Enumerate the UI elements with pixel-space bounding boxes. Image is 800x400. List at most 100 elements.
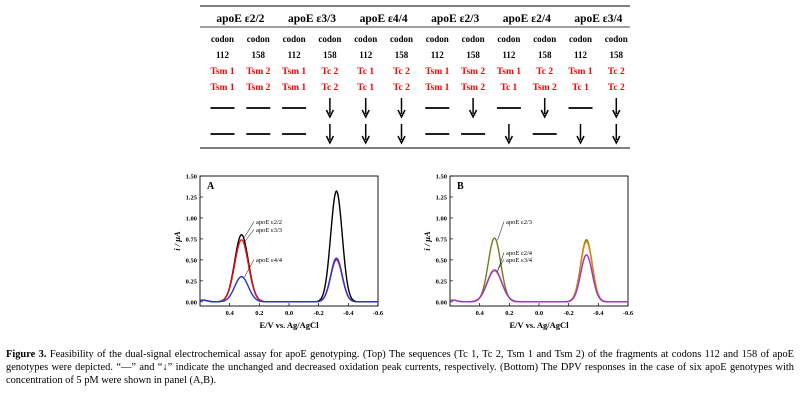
y-tick-label: 1.00	[186, 215, 197, 222]
decrease-arrow-icon	[576, 124, 585, 145]
sequence-cell: Tsm 1	[210, 67, 234, 77]
genotype-header: apoE ε3/3	[288, 13, 336, 25]
figure-caption: Figure 3. Feasibility of the dual-signal…	[6, 348, 794, 387]
legend-leader	[244, 259, 255, 278]
sequence-cell: Tsm 1	[425, 67, 449, 77]
y-tick-label: 0.50	[436, 257, 447, 264]
y-tick-label: 0.00	[436, 299, 447, 306]
decrease-arrow-icon	[361, 124, 370, 145]
x-tick-label: -0.4	[343, 310, 354, 317]
series-line	[450, 240, 628, 303]
sequence-cell: Tc 1	[500, 83, 517, 93]
sequence-cell: Tc 2	[536, 67, 553, 77]
genotype-table: apoE ε2/2 apoE ε3/3 apoE ε4/4 apoE ε2/3 apoE…	[200, 4, 630, 149]
sequence-cell: Tsm 1	[282, 83, 306, 93]
decrease-arrow-icon	[612, 98, 621, 119]
y-tick-label: 0.75	[186, 236, 198, 243]
decrease-arrow-icon	[325, 98, 335, 119]
codon-label: codon	[569, 34, 592, 44]
dpv-chart-a-svg: A 0.00 0.25 0.50 0.75 1.00 1.25 1.50 0.4 0.2 0.0 -0…	[172, 174, 384, 331]
series-line	[450, 237, 628, 303]
sequence-cell: Tc 2	[393, 83, 410, 93]
codon-label: codon	[283, 34, 306, 44]
x-tick-label: 0.2	[255, 310, 263, 317]
x-axis-label: E/V vs. Ag/AgCl	[259, 320, 319, 330]
sequence-cell: Tsm 1	[425, 83, 449, 93]
codon-number: 158	[395, 50, 409, 60]
plot-frame	[199, 175, 379, 307]
x-tick-label: -0.2	[564, 310, 574, 317]
genotype-table-svg: apoE ε2/2 apoE ε3/3 apoE ε4/4 apoE ε2/3 apoE…	[200, 5, 630, 149]
sequence-cell: Tc 2	[608, 67, 625, 77]
series-label: apoE ε3/4	[506, 257, 533, 264]
codon-label: codon	[462, 34, 485, 44]
dpv-chart-b-svg: B 0.00 0.25 0.50 0.75 1.00 1.25 1.50 0.4 0.2 0.0 -0…	[422, 174, 634, 331]
x-tick-label: -0.2	[314, 310, 324, 317]
sequence-cell: Tc 2	[321, 67, 338, 77]
decrease-arrow-icon	[540, 98, 549, 119]
x-axis-label: E/V vs. Ag/AgCl	[509, 320, 569, 330]
codon-number: 112	[502, 50, 516, 60]
sequence-cell: Tsm 2	[461, 67, 485, 77]
dpv-chart-b: B 0.00 0.25 0.50 0.75 1.00 1.25 1.50 0.4 0.2 0.0 -0…	[420, 168, 635, 345]
codon-label: codon	[247, 34, 270, 44]
y-tick-label: 0.50	[186, 257, 197, 264]
codon-label: codon	[426, 34, 449, 44]
series-label: apoE ε2/4	[506, 250, 533, 257]
caption-text: Feasibility of the dual-signal electroch…	[6, 349, 794, 386]
codon-number: 112	[574, 50, 588, 60]
y-tick-label: 1.25	[436, 194, 448, 201]
dpv-chart-a: A 0.00 0.25 0.50 0.75 1.00 1.25 1.50 0.4 0.2 0.0 -0…	[170, 168, 385, 345]
plot-frame	[449, 175, 629, 307]
codon-label: codon	[318, 34, 341, 44]
x-tick-label: -0.6	[373, 310, 384, 317]
decrease-arrow-icon	[325, 124, 335, 145]
series-line	[200, 189, 378, 303]
sequence-cell: Tc 1	[357, 67, 374, 77]
codon-label: codon	[605, 34, 628, 44]
x-tick-label: 0.0	[285, 310, 293, 317]
codon-number: 112	[431, 50, 445, 60]
y-tick-label: 0.25	[436, 278, 448, 285]
x-tick-label: 0.4	[226, 310, 235, 317]
codon-number: 112	[288, 50, 302, 60]
codon-number: 112	[359, 50, 373, 60]
legend-leader	[244, 229, 255, 243]
x-tick-label: 0.0	[535, 310, 543, 317]
y-tick-label: 1.25	[186, 194, 198, 201]
y-tick-label: 1.50	[186, 174, 197, 181]
x-tick-label: -0.6	[623, 310, 634, 317]
legend-leader	[497, 221, 505, 241]
codon-label: codon	[354, 34, 377, 44]
series-line	[450, 254, 628, 303]
sequence-cell: Tc 2	[321, 83, 338, 93]
codon-label: codon	[497, 34, 520, 44]
legend-leader	[497, 259, 505, 271]
sequence-cell: Tc 1	[572, 83, 589, 93]
sequence-cell: Tc 2	[608, 83, 625, 93]
decrease-arrow-icon	[361, 98, 370, 119]
codon-number: 158	[252, 50, 266, 60]
decrease-arrow-icon	[612, 124, 621, 145]
sequence-cell: Tsm 1	[282, 67, 306, 77]
series-label: apoE ε2/3	[506, 219, 532, 226]
y-axis-label: i / μA	[172, 231, 182, 251]
genotype-header: apoE ε2/3	[431, 13, 479, 25]
y-axis-label: i / μA	[422, 231, 432, 251]
series-label: apoE ε3/3	[256, 227, 282, 234]
caption-label: Figure 3.	[6, 349, 47, 360]
sequence-cell: Tc 2	[393, 67, 410, 77]
codon-label: codon	[390, 34, 413, 44]
sequence-cell: Tsm 2	[461, 83, 485, 93]
legend-leader	[497, 252, 505, 272]
decrease-arrow-icon	[397, 124, 406, 145]
sequence-cell: Tsm 2	[246, 83, 270, 93]
sequence-cell: Tsm 2	[246, 67, 270, 77]
codon-number: 112	[216, 50, 230, 60]
x-tick-label: -0.4	[593, 310, 604, 317]
sequence-cell: Tsm 1	[210, 83, 234, 93]
x-tick-label: 0.4	[476, 310, 485, 317]
sequence-cell: Tsm 2	[533, 83, 557, 93]
codon-number: 158	[323, 50, 337, 60]
decrease-arrow-icon	[397, 98, 406, 119]
